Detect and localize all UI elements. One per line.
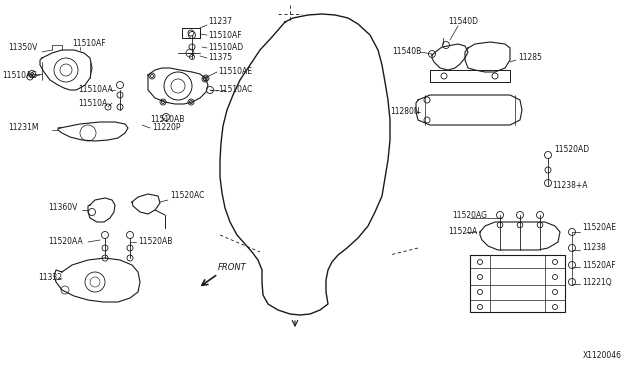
Text: 11510A: 11510A [78, 99, 108, 108]
Text: 11510AG: 11510AG [2, 71, 37, 80]
Text: 11510AB: 11510AB [150, 115, 184, 125]
Text: 11520AF: 11520AF [582, 260, 616, 269]
Text: 11520AB: 11520AB [138, 237, 172, 247]
Text: 11221Q: 11221Q [582, 278, 612, 286]
Text: 11238: 11238 [582, 244, 606, 253]
Text: 11510AF: 11510AF [72, 38, 106, 48]
Text: 11360V: 11360V [48, 203, 77, 212]
Text: 11332: 11332 [38, 273, 62, 282]
Text: 11540B: 11540B [392, 48, 421, 57]
Text: 11510AE: 11510AE [218, 67, 252, 77]
Text: 11520A: 11520A [448, 228, 477, 237]
Text: 11285: 11285 [518, 54, 542, 62]
Text: FRONT: FRONT [218, 263, 247, 273]
Text: 11280N: 11280N [390, 108, 420, 116]
Text: 11510AA: 11510AA [78, 86, 113, 94]
Text: 11220P: 11220P [152, 124, 180, 132]
Text: 11520AE: 11520AE [582, 224, 616, 232]
Text: 11231M: 11231M [8, 124, 38, 132]
Text: 11510AF: 11510AF [208, 31, 242, 39]
Text: X1120046: X1120046 [583, 351, 622, 360]
Text: 11510AD: 11510AD [208, 44, 243, 52]
Text: 11238+A: 11238+A [552, 180, 588, 189]
Text: 11237: 11237 [208, 17, 232, 26]
Text: 11520AG: 11520AG [452, 211, 487, 219]
Text: 11350V: 11350V [8, 44, 37, 52]
Text: 11375: 11375 [208, 54, 232, 62]
Text: 11520AC: 11520AC [170, 190, 204, 199]
Text: 11540D: 11540D [448, 17, 478, 26]
Text: 11510AC: 11510AC [218, 86, 252, 94]
Text: 11520AA: 11520AA [48, 237, 83, 247]
Text: 11520AD: 11520AD [554, 145, 589, 154]
